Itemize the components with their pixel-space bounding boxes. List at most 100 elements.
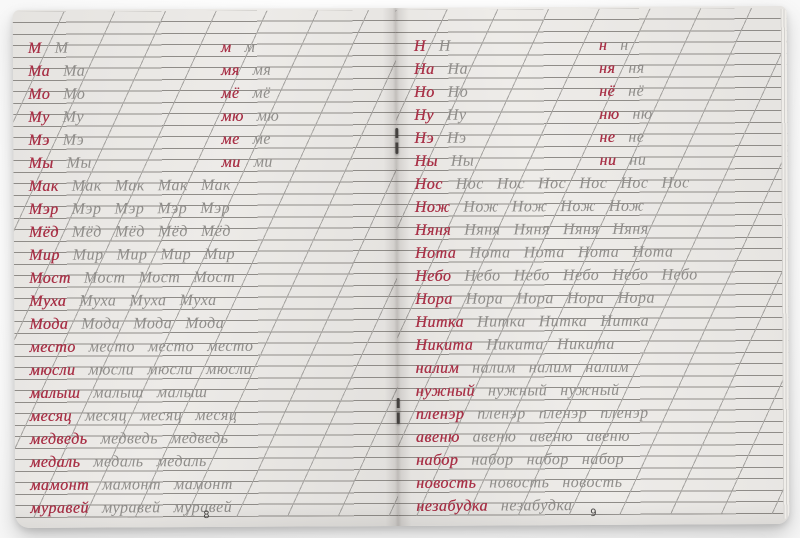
traced-word-gray: Няня (612, 220, 649, 238)
word-cell: Нора Нора Нора Нора Нора (415, 289, 656, 308)
practice-row: Ны Ны ни ни (396, 146, 787, 171)
practice-row: Нэ Нэ не не (396, 123, 787, 148)
lowercase-cell: ме ме (221, 130, 271, 148)
word-cell: Мы Мы (28, 155, 91, 172)
model-word-red: Мэ (28, 131, 50, 149)
traced-word-gray: Но (447, 83, 469, 101)
traced-word-gray: Нора (465, 290, 504, 308)
practice-row: медаль медаль медаль (15, 447, 398, 472)
practice-row: набор набор набор набор (398, 445, 789, 470)
traced-word-gray: Нос (537, 175, 567, 193)
practice-row: Нора Нора Нора Нора Нора (397, 284, 788, 309)
model-word-red: Мода (29, 315, 69, 333)
word-cell: Му Му (28, 109, 84, 126)
practice-row: Ма Ма мя мя (13, 56, 396, 81)
traced-word-gray: Ну (446, 106, 467, 124)
word-cell: Мэ Мэ (28, 131, 84, 149)
traced-word-gray: Нос (579, 174, 608, 193)
traced-word-gray: Нос (620, 174, 649, 192)
model-word-red: Мёд (28, 223, 59, 241)
practice-row: Мёд Мёд Мёд Мёд Мёд (14, 217, 397, 242)
practice-row: новость новость новость (398, 468, 789, 493)
model-word-red: Мост (29, 269, 71, 287)
traced-word-gray: Мак (200, 176, 232, 195)
word-cell: Никита Никита Никита (415, 336, 614, 354)
traced-word-gray: медаль (156, 453, 207, 471)
traced-word-gray: Нэ (446, 129, 467, 147)
model-word-red: Няня (414, 221, 452, 239)
traced-word-gray: пленэр (538, 405, 588, 423)
model-word-red: Нос (414, 175, 443, 193)
traced-word-gray: Небо (612, 266, 649, 284)
lowercase-cell: мю мю (221, 107, 280, 125)
word-cell: мюсли мюсли мюсли мюсли (29, 360, 253, 379)
traced-word-gray: Ма (63, 62, 86, 80)
practice-row: Нож Нож Нож Нож Нож (397, 192, 788, 217)
practice-row: Мо Мо мё мё (13, 79, 396, 104)
traced-word-gray: Нос (496, 175, 526, 193)
practice-row: Му Му мю мю (13, 102, 396, 127)
model-word-red: Небо (415, 267, 452, 285)
traced-word-gray: месяц (195, 406, 238, 425)
traced-word-gray: ме (252, 130, 271, 148)
traced-word-gray: мю (256, 107, 280, 125)
traced-word-gray: медведь (100, 430, 159, 448)
traced-word-gray: Нота (469, 244, 511, 262)
traced-word-gray: Мэр (200, 199, 231, 218)
model-word-red: Нож (414, 198, 451, 216)
traced-word-gray: Мост (138, 269, 181, 287)
practice-row: Нитка Нитка Нитка Нитка (397, 307, 788, 332)
traced-word-gray: Мир (72, 246, 104, 264)
traced-word-gray: ню (632, 105, 653, 123)
word-cell: мамонт мамонт мамонт (30, 476, 233, 494)
traced-word-gray: Нора (617, 289, 656, 307)
traced-word-gray: авеню (472, 428, 517, 446)
traced-word-gray: мамонт (102, 476, 162, 494)
traced-word-gray: ми (253, 153, 273, 171)
word-cell: Нос Нос Нос Нос Нос Нос Нос (414, 174, 690, 193)
word-cell: месяц месяц месяц месяц (30, 406, 238, 425)
word-cell: набор набор набор набор (416, 451, 624, 469)
traced-word-gray: мё (252, 84, 271, 102)
traced-word-gray: Нора (566, 289, 605, 308)
traced-word-gray: набор (471, 451, 514, 469)
traced-word-gray: Няня (513, 221, 550, 239)
traced-word-gray: Мо (63, 85, 86, 103)
traced-word-gray: место (147, 338, 195, 356)
word-cell: новость новость новость (416, 473, 623, 492)
model-word-red: мя (220, 61, 240, 79)
practice-row: месяц месяц месяц месяц (15, 401, 398, 426)
traced-word-gray: ни (629, 151, 647, 169)
word-cell: незабудка незабудка (416, 497, 572, 515)
word-cell: Ны Ны (414, 153, 474, 170)
word-cell: нужный нужный нужный (416, 382, 620, 400)
model-word-red: Н (413, 37, 426, 55)
word-cell: Мо Мо (28, 85, 86, 103)
model-word-red: незабудка (416, 497, 488, 515)
practice-row: Няня Няня Няня Няня Няня (397, 215, 788, 240)
practice-row: Никита Никита Никита (397, 330, 788, 355)
lowercase-cell: ми ми (221, 153, 273, 171)
model-word-red: н (598, 36, 608, 54)
practice-row: налим налим налим налим (397, 353, 788, 378)
traced-word-gray: мюсли (206, 360, 253, 379)
traced-word-gray: новость (562, 473, 623, 492)
word-cell: Мак Мак Мак Мак Мак (29, 176, 232, 195)
traced-word-gray: Няня (562, 220, 600, 239)
traced-word-gray: Нитка (600, 312, 650, 330)
lowercase-cell: мя мя (220, 61, 271, 79)
practice-row: Нос Нос Нос Нос Нос Нос Нос (396, 169, 787, 194)
traced-word-gray: Муха (129, 292, 167, 310)
word-cell: Няня Няня Няня Няня Няня (414, 220, 649, 239)
model-word-red: Нитка (415, 313, 465, 331)
top-margin-row (396, 8, 787, 33)
model-word-red: ми (221, 153, 241, 171)
model-word-red: пленэр (415, 405, 465, 423)
traced-word-gray: муравей (101, 499, 161, 517)
traced-word-gray: Нож (608, 197, 645, 215)
